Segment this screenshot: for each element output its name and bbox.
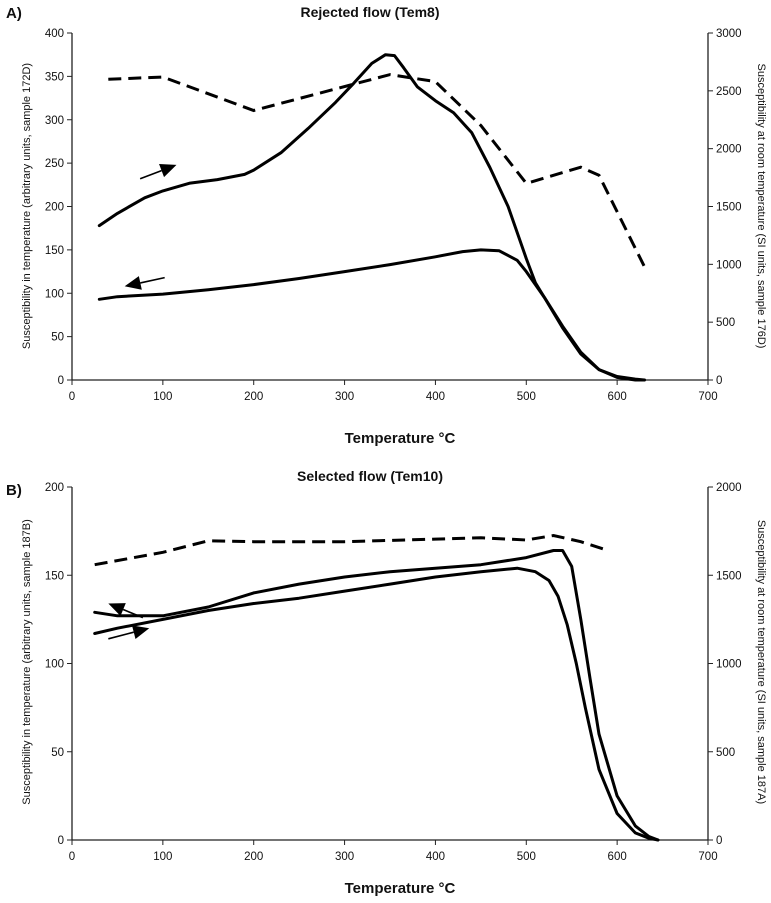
x-tick-label: 200 [244, 391, 263, 403]
y-left-tick-label: 0 [58, 835, 64, 847]
x-tick-label: 600 [608, 391, 627, 403]
arrow-head [124, 276, 142, 290]
y-right-tick-label: 500 [716, 317, 735, 329]
x-tick-label: 300 [335, 391, 354, 403]
y-left-tick-label: 400 [45, 28, 64, 40]
y-right-tick-label: 1000 [716, 659, 742, 671]
x-tick-label: 400 [426, 851, 445, 863]
y-left-tick-label: 350 [45, 71, 64, 83]
y-left-tick-label: 150 [45, 570, 64, 582]
x-tick-label: 500 [517, 851, 536, 863]
y-right-tick-label: 2500 [716, 86, 742, 98]
x-tick-label: 100 [153, 851, 172, 863]
arrow-heating [108, 625, 150, 640]
chart-title: Selected flow (Tem10) [297, 468, 443, 484]
chart-title: Rejected flow (Tem8) [301, 4, 440, 20]
y-right-axis-label: Susceptibility at room temperature (SI u… [755, 520, 767, 804]
y-right-tick-label: 0 [716, 375, 722, 387]
y-right-tick-label: 1000 [716, 259, 742, 271]
y-right-tick-label: 2000 [716, 482, 742, 494]
chart-panel-a: A) Rejected flow (Tem8) Temperature °C Susc… [6, 4, 767, 447]
arrow-head [131, 625, 150, 639]
x-tick-label: 100 [153, 391, 172, 403]
series-room-temperature-line [94, 533, 609, 567]
y-right-tick-label: 1500 [716, 202, 742, 214]
arrow-shaft [108, 631, 134, 640]
arrow-heating [139, 164, 177, 180]
y-left-tick-label: 100 [45, 659, 64, 671]
y-left-tick-label: 250 [45, 158, 64, 170]
arrow-head [108, 603, 126, 617]
y-right-axis-label: Susceptibility at room temperature (SI u… [755, 64, 767, 349]
y-left-axis-label: Susceptibility in temperature (arbitrary… [21, 63, 33, 349]
series-room-temperature-line [108, 73, 646, 268]
x-tick-label: 200 [244, 851, 263, 863]
y-right-tick-label: 500 [716, 747, 735, 759]
x-tick-label: 700 [698, 851, 717, 863]
arrow-cooling [108, 603, 144, 619]
y-right-tick-label: 1500 [716, 570, 742, 582]
x-tick-label: 400 [426, 391, 445, 403]
panel-label: A) [6, 5, 22, 22]
x-tick-label: 700 [698, 391, 717, 403]
series-cooling-line [93, 549, 660, 842]
arrow-cooling [124, 276, 165, 290]
y-left-tick-label: 100 [45, 288, 64, 300]
series-heating-line [97, 53, 646, 382]
y-left-tick-label: 150 [45, 245, 64, 257]
y-right-tick-label: 2000 [716, 144, 742, 156]
x-tick-label: 0 [69, 391, 75, 403]
y-right-tick-label: 0 [716, 835, 722, 847]
x-tick-label: 0 [69, 851, 75, 863]
y-left-tick-label: 0 [58, 375, 64, 387]
y-left-axis-label: Susceptibility in temperature (arbitrary… [21, 519, 33, 805]
x-tick-label: 600 [608, 851, 627, 863]
x-tick-label: 300 [335, 851, 354, 863]
x-axis-label: Temperature °C [345, 430, 456, 447]
panel-label: B) [6, 482, 22, 499]
y-left-tick-label: 200 [45, 202, 64, 214]
series-heating-line [93, 566, 660, 842]
y-left-tick-label: 200 [45, 482, 64, 494]
arrow-head [159, 164, 177, 178]
arrow-shaft [139, 169, 162, 180]
chart-panel-b: B) Selected flow (Tem10) Temperature °C Sus… [6, 468, 767, 897]
x-axis-label: Temperature °C [345, 880, 456, 897]
y-left-tick-label: 50 [51, 332, 64, 344]
y-right-tick-label: 3000 [716, 28, 742, 40]
y-left-tick-label: 300 [45, 115, 64, 127]
y-left-tick-label: 50 [51, 747, 64, 759]
arrow-shaft [140, 276, 165, 284]
arrow-shaft [122, 608, 144, 619]
series-cooling-line [97, 248, 646, 382]
x-tick-label: 500 [517, 391, 536, 403]
